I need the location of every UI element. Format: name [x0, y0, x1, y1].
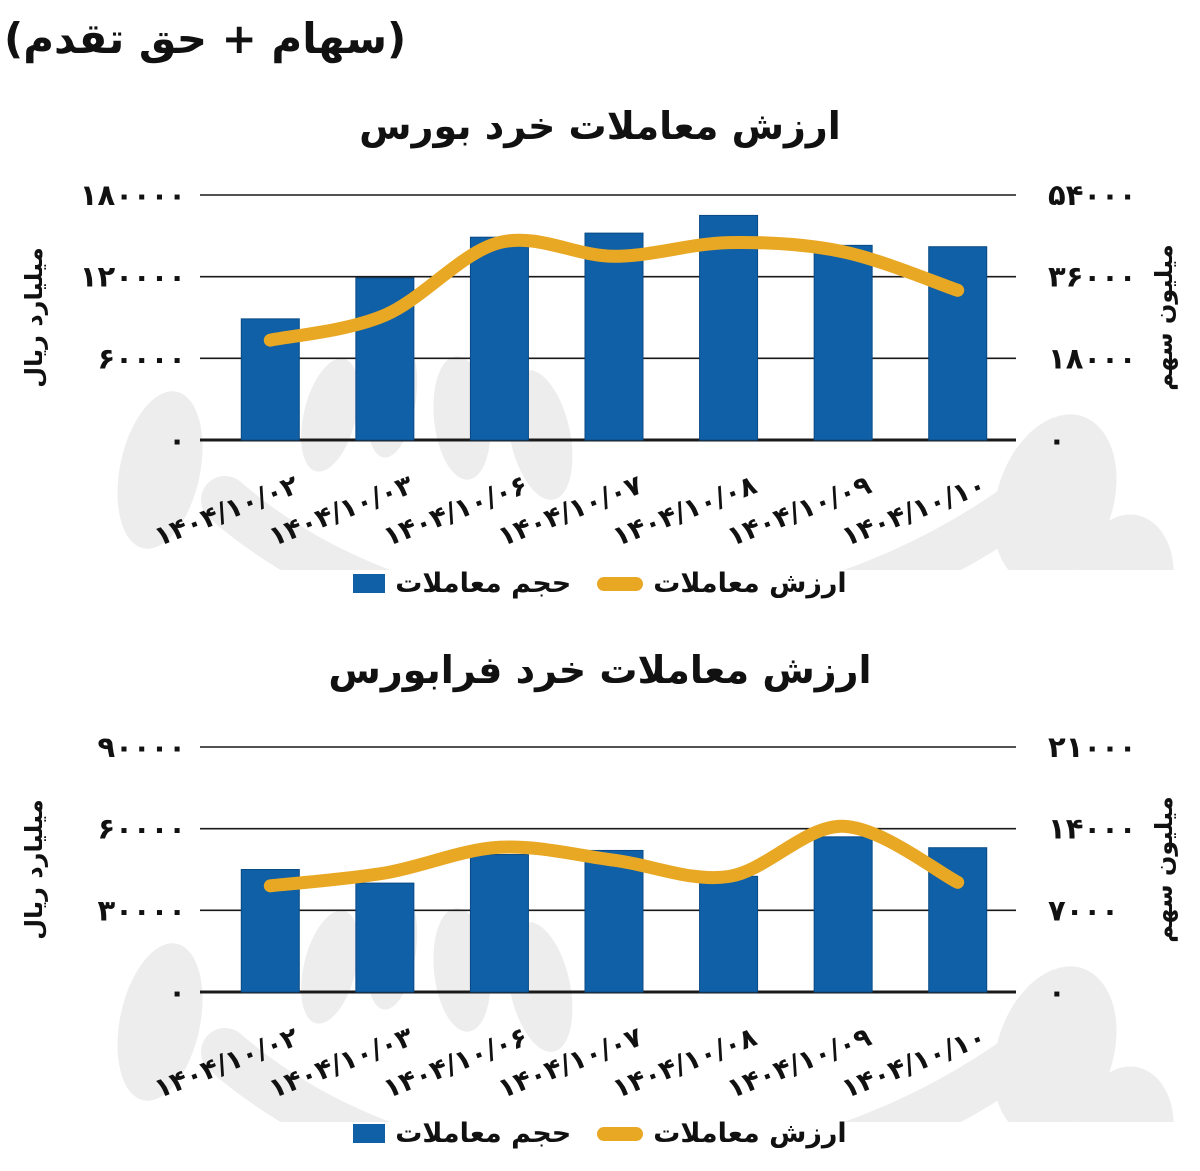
page-subtitle-note: (سهام + حق تقدم)	[4, 14, 407, 63]
legend-item-volume: حجم معاملات	[353, 568, 571, 599]
svg-text:۰: ۰	[1048, 423, 1066, 457]
svg-text:۱۸۰۰۰: ۱۸۰۰۰	[1048, 341, 1137, 375]
svg-text:۲۱۰۰۰: ۲۱۰۰۰	[1048, 730, 1137, 764]
legend-item-value: ارزش معاملات	[597, 1118, 847, 1149]
value-legend-label: ارزش معاملات	[653, 1118, 847, 1149]
bourse-chart-legend: حجم معاملات ارزش معاملات	[0, 568, 1200, 599]
legend-item-value: ارزش معاملات	[597, 568, 847, 599]
volume-bar-swatch-icon	[353, 1124, 386, 1143]
svg-text:۷۰۰۰: ۷۰۰۰	[1048, 893, 1119, 927]
value-line-swatch-icon	[597, 1126, 644, 1141]
svg-text:۱۴۰۰۰: ۱۴۰۰۰	[1048, 812, 1137, 846]
svg-text:میلیون سهم: میلیون سهم	[1150, 796, 1178, 942]
svg-text:میلیارد ریال: میلیارد ریال	[20, 247, 48, 387]
svg-text:۹۰۰۰۰: ۹۰۰۰۰	[97, 730, 186, 764]
svg-text:میلیون سهم: میلیون سهم	[1150, 244, 1178, 390]
bourse-chart-title: ارزش معاملات خرد بورس	[359, 104, 841, 148]
svg-text:۰: ۰	[168, 423, 186, 457]
svg-text:۳۰۰۰۰: ۳۰۰۰۰	[97, 893, 186, 927]
bourse-chart-plot: ۱۸۰۰۰۰۱۲۰۰۰۰۶۰۰۰۰۰۵۴۰۰۰۳۶۰۰۰۱۸۰۰۰۰میلیار…	[20, 178, 1178, 570]
svg-text:میلیارد ریال: میلیارد ریال	[20, 799, 48, 939]
watermark	[117, 890, 1174, 1122]
svg-text:۶۰۰۰۰: ۶۰۰۰۰	[97, 341, 186, 375]
farabourse-chart-title: ارزش معاملات خرد فرابورس	[328, 648, 872, 692]
svg-text:۱۲۰۰۰۰: ۱۲۰۰۰۰	[80, 260, 186, 294]
svg-text:۶۰۰۰۰: ۶۰۰۰۰	[97, 812, 186, 846]
farabourse-chart-legend: حجم معاملات ارزش معاملات	[0, 1118, 1200, 1149]
value-line-swatch-icon	[597, 576, 644, 591]
svg-text:۳۶۰۰۰: ۳۶۰۰۰	[1048, 260, 1137, 294]
svg-text:۰: ۰	[168, 975, 186, 1009]
volume-bar-swatch-icon	[353, 574, 386, 593]
svg-text:۵۴۰۰۰: ۵۴۰۰۰	[1048, 178, 1137, 212]
svg-text:۰: ۰	[1048, 975, 1066, 1009]
farabourse-chart-plot: ۹۰۰۰۰ ۶۰۰۰۰ ۳۰۰۰۰ ۰ ۲۱۰۰۰ ۱۴۰۰۰ ۷۰۰۰ ۰ میلیارد ر…	[20, 730, 1178, 1122]
svg-text:۱۸۰۰۰۰: ۱۸۰۰۰۰	[80, 178, 186, 212]
legend-item-volume: حجم معاملات	[353, 1118, 571, 1149]
volume-legend-label: حجم معاملات	[395, 1118, 572, 1149]
value-legend-label: ارزش معاملات	[653, 568, 847, 599]
volume-legend-label: حجم معاملات	[395, 568, 572, 599]
